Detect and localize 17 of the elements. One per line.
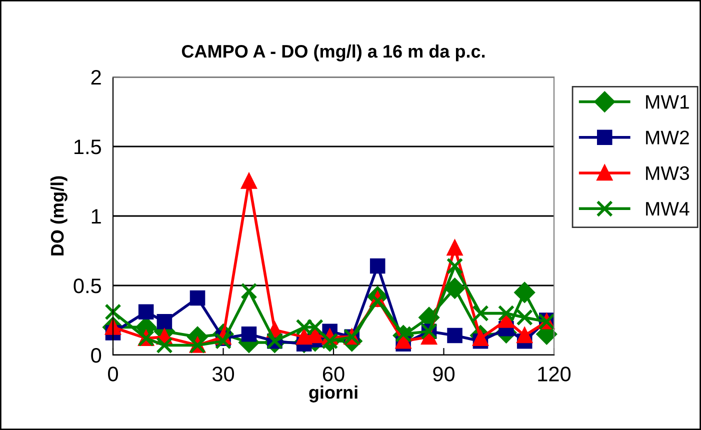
chart-title: CAMPO A - DO (mg/l) a 16 m da p.c.: [182, 44, 485, 62]
y-tick-label: 1: [92, 209, 101, 224]
x-tick-label: 30: [212, 366, 234, 382]
y-tick-label: 1.5: [74, 140, 102, 154]
x-tick-label: 90: [433, 366, 455, 382]
x-tick-label: 60: [322, 366, 344, 382]
y-tick-label: 0: [91, 348, 102, 363]
x-tick-label: 120: [538, 366, 571, 382]
y-axis-title: DO (mg/l): [50, 176, 68, 256]
x-axis-title: giorni: [309, 386, 358, 402]
legend-label: MW3: [646, 166, 689, 180]
y-tick-label: 2: [91, 70, 101, 85]
legend-label: MW1: [646, 95, 689, 109]
x-tick-label: 0: [108, 366, 118, 382]
legend-label: MW4: [646, 202, 690, 216]
legend-label: MW2: [646, 130, 689, 144]
y-tick-label: 0.5: [74, 278, 102, 294]
